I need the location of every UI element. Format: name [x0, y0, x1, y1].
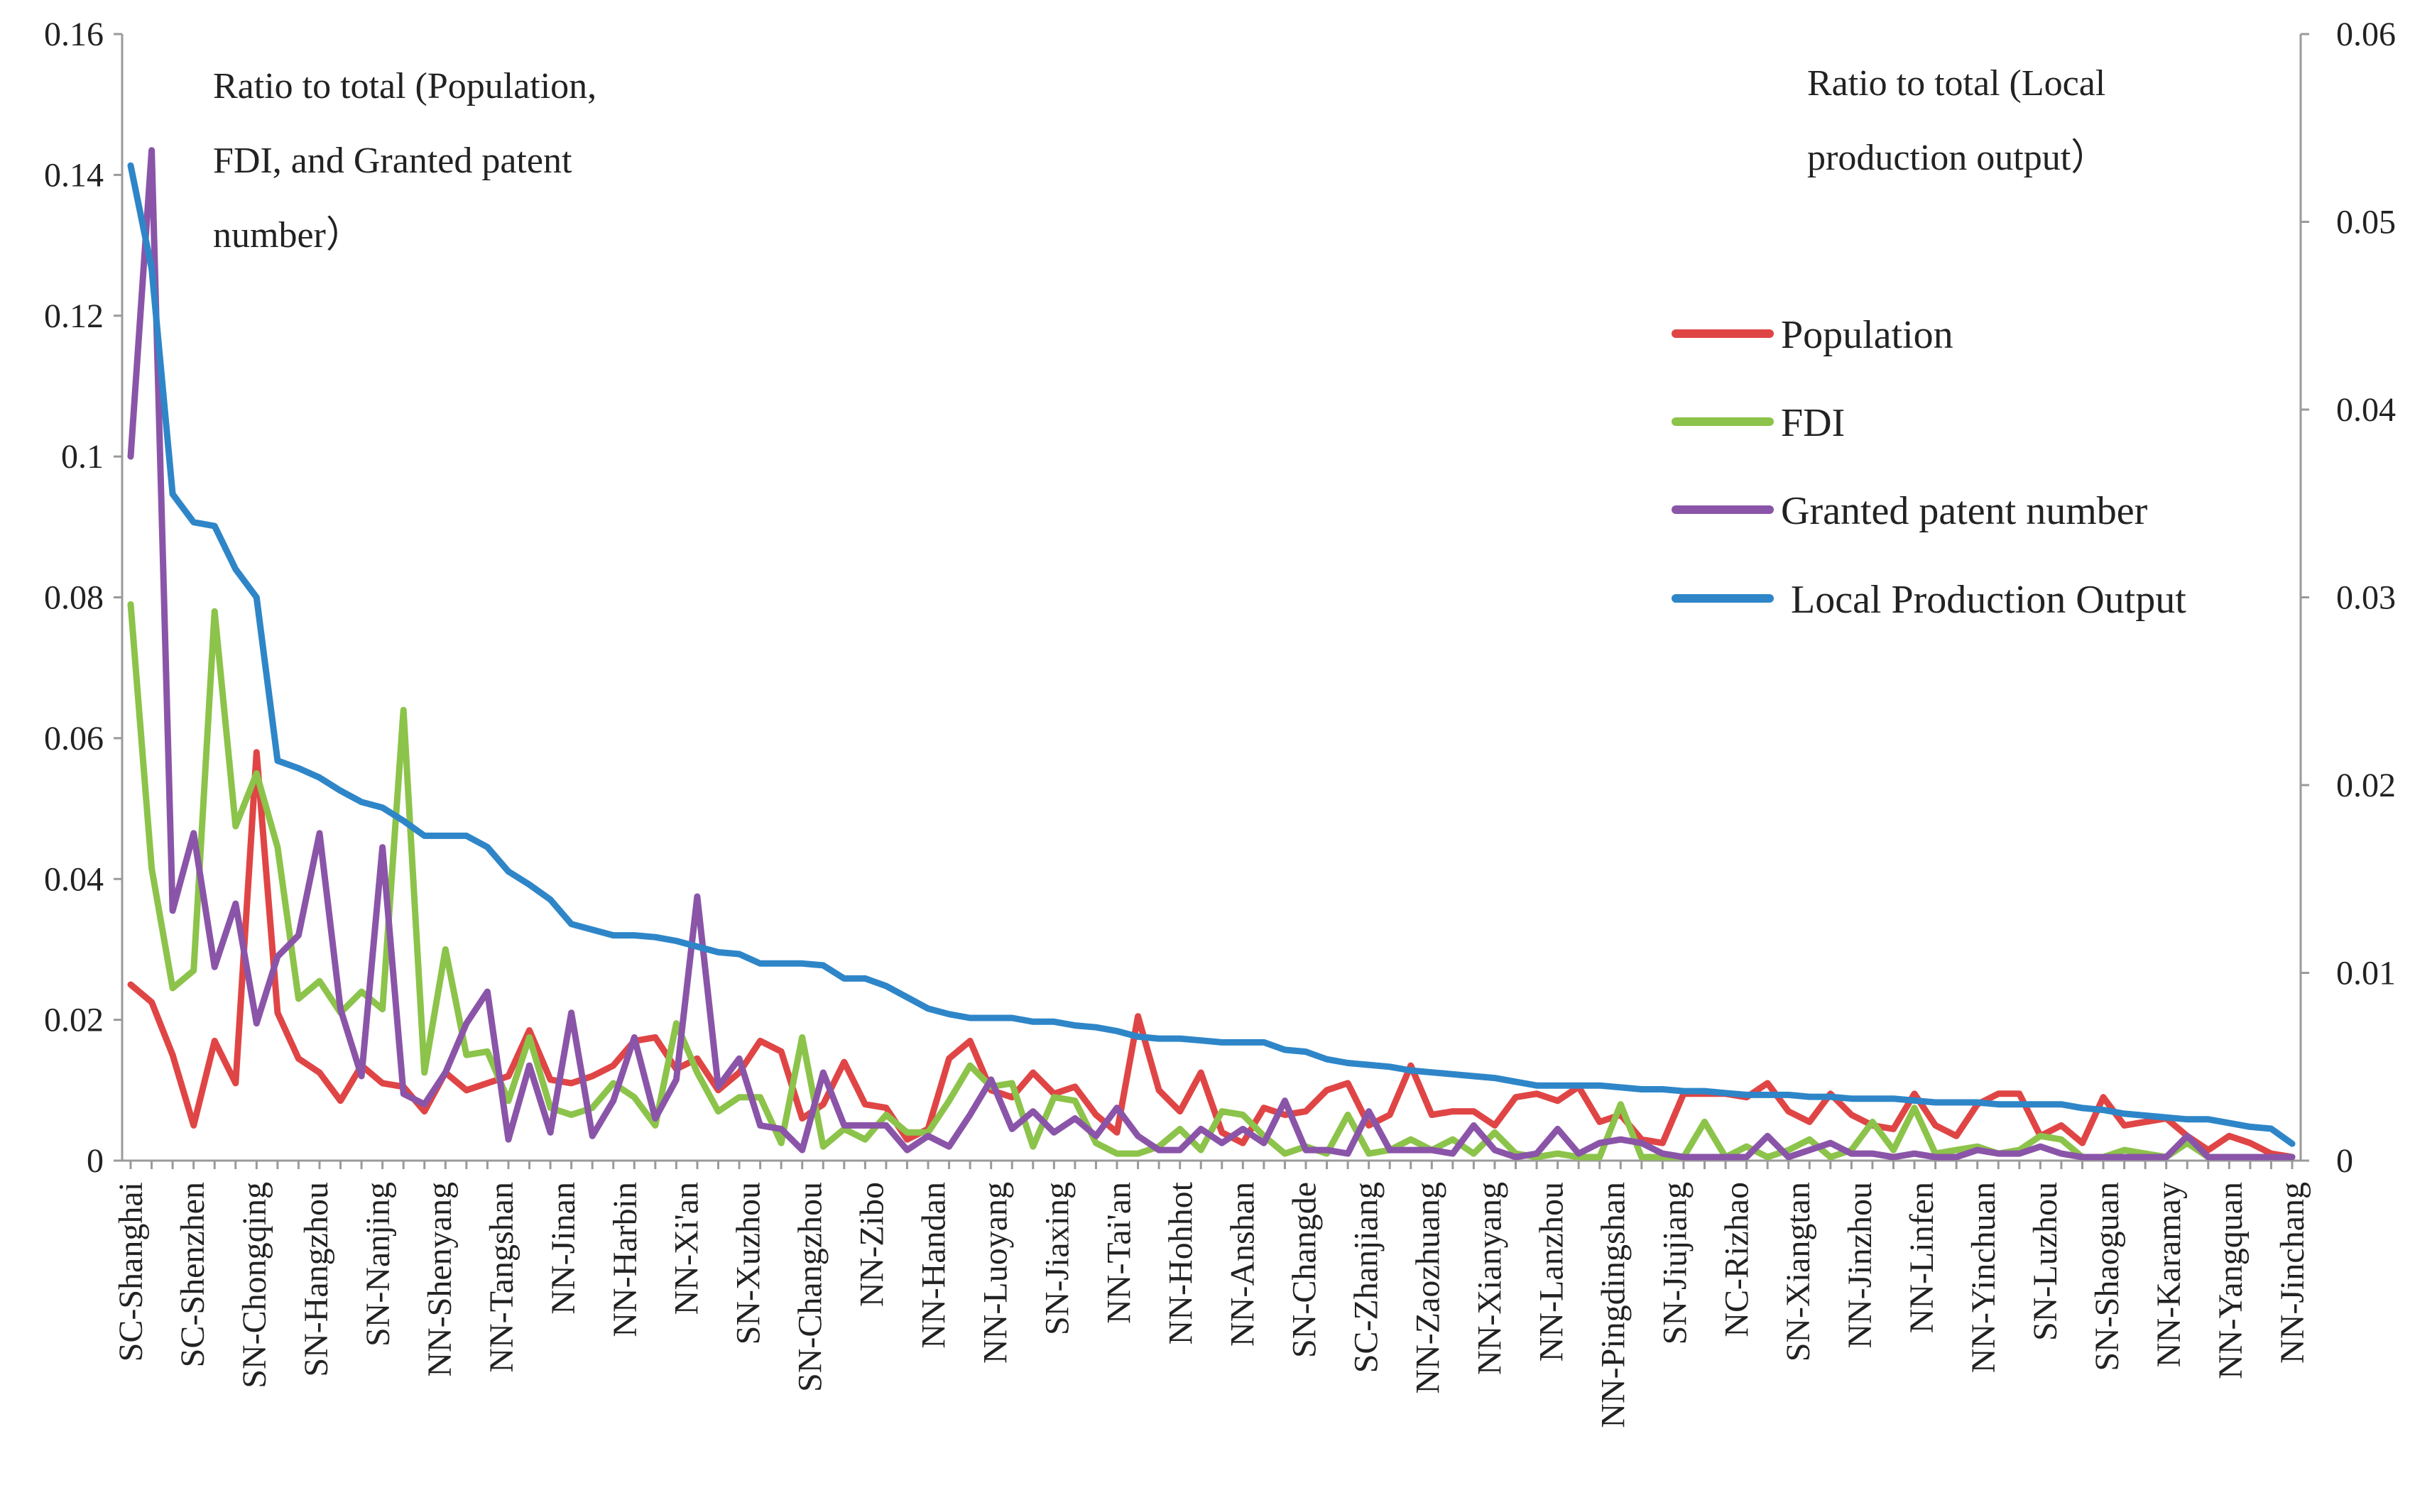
x-category-label: SN-Chongqing	[236, 1182, 273, 1388]
x-category-label: SN-Xiangtan	[1779, 1182, 1817, 1362]
right-tick-label: 0.05	[2336, 204, 2396, 241]
left-tick-label: 0	[87, 1142, 104, 1180]
legend-item-fdi: FDI	[1672, 401, 1845, 445]
x-category-label: NN-Zaozhuang	[1409, 1182, 1446, 1394]
left-tick-label: 0.06	[44, 720, 104, 757]
x-category-label: NN-Shenyang	[421, 1182, 459, 1377]
right-y-axis: 0 0.01 0.02 0.03 0.04 0.05 0.06	[2299, 16, 2396, 1180]
x-category-label: SN-Changzhou	[792, 1182, 829, 1392]
series-layer	[127, 147, 2296, 1161]
series-line-population	[127, 749, 2296, 1161]
x-category-label: NN-Harbin	[606, 1182, 644, 1337]
right-tick-label: 0.01	[2336, 955, 2396, 992]
left-tick-label: 0.1	[61, 438, 104, 476]
x-category-label: SN-Luzhou	[2027, 1182, 2064, 1341]
left-tick-label: 0.16	[44, 16, 104, 53]
x-category-label: SN-Jiujiang	[1656, 1182, 1694, 1344]
right-axis-note-line-1: Ratio to total (Local	[1807, 63, 2105, 104]
left-tick-label: 0.08	[44, 579, 104, 617]
x-axis: SC-Shanghai SC-Shenzhen SN-Chongqing SN-Han…	[112, 1159, 2311, 1428]
legend-label-local-production-output: Local Production Output	[1791, 578, 2186, 622]
legend-label-fdi: FDI	[1781, 401, 1845, 445]
x-category-label: NN-Lanzhou	[1532, 1182, 1570, 1362]
series-line-local-production-output	[127, 162, 2296, 1147]
legend-item-population: Population	[1672, 313, 1953, 357]
x-category-label: NN-Pingdingshan	[1594, 1182, 1632, 1428]
x-category-label: NN-Jinan	[545, 1182, 582, 1315]
x-category-label: SN-Shaoguan	[2088, 1182, 2126, 1371]
x-category-label: SC-Shenzhen	[174, 1182, 212, 1367]
right-tick-label: 0.06	[2336, 16, 2396, 53]
left-tick-label: 0.02	[44, 1002, 104, 1039]
legend-item-local-production-output: Local Production Output	[1672, 578, 2186, 622]
x-category-label: NN-Jinchang	[2274, 1182, 2311, 1364]
left-tick-label: 0.14	[44, 156, 104, 194]
legend-item-granted-patent-number: Granted patent number	[1672, 489, 2148, 533]
x-category-label: NN-Tai'an	[1101, 1182, 1138, 1324]
x-category-label: NN-Xi'an	[668, 1182, 706, 1315]
left-axis-note-line-1: Ratio to total (Population,	[213, 66, 596, 106]
x-category-label: SN-Hangzhou	[298, 1182, 335, 1377]
left-tick-label: 0.12	[44, 297, 104, 335]
right-tick-label: 0.03	[2336, 579, 2396, 617]
legend-label-granted-patent-number: Granted patent number	[1781, 489, 2148, 533]
x-category-label: NN-Luoyang	[977, 1182, 1015, 1364]
x-category-label: SN-Jiaxing	[1039, 1182, 1076, 1335]
x-category-label: NN-Linfen	[1903, 1182, 1941, 1333]
left-axis-note-line-3: number）	[213, 215, 363, 256]
left-axis-note-line-2: FDI, and Granted patent	[213, 141, 572, 181]
x-category-label: NN-Yangquan	[2212, 1182, 2250, 1379]
x-category-label: SC-Zhanjiang	[1347, 1182, 1385, 1373]
x-category-label: NC-Rizhao	[1718, 1182, 1755, 1337]
x-category-label: NN-Zibo	[854, 1182, 891, 1307]
series-line-fdi	[127, 601, 2296, 1161]
legend: Population FDI Granted patent number Loc…	[1672, 313, 2186, 622]
x-category-label: NN-Jinzhou	[1841, 1182, 1879, 1349]
x-category-label: SC-Shanghai	[112, 1182, 150, 1362]
left-tick-label: 0.04	[44, 860, 104, 898]
series-line-granted-patent-number	[127, 147, 2296, 1161]
x-category-label: SN-Xuzhou	[730, 1182, 768, 1344]
right-tick-label: 0.02	[2336, 767, 2396, 804]
right-tick-label: 0	[2336, 1142, 2353, 1180]
x-category-label: NN-Karamay	[2150, 1182, 2188, 1367]
x-category-label: NN-Tangshan	[483, 1182, 520, 1373]
x-category-label: NN-Anshan	[1223, 1182, 1261, 1347]
x-category-label: NN-Handan	[915, 1182, 953, 1349]
right-axis-note-line-2: production output）	[1807, 138, 2108, 178]
x-category-label: SN-Changde	[1285, 1182, 1323, 1358]
left-y-axis: 0 0.02 0.04 0.06 0.08 0.1 0.12 0.14 0.16	[44, 16, 124, 1180]
right-tick-label: 0.04	[2336, 391, 2396, 429]
x-category-label: NN-Yinchuan	[1965, 1182, 2002, 1373]
x-category-label: SN-Nanjing	[359, 1182, 397, 1347]
legend-label-population: Population	[1781, 313, 1953, 357]
x-category-label: NN-Hohhot	[1162, 1181, 1200, 1344]
x-category-label: NN-Xianyang	[1471, 1182, 1508, 1375]
